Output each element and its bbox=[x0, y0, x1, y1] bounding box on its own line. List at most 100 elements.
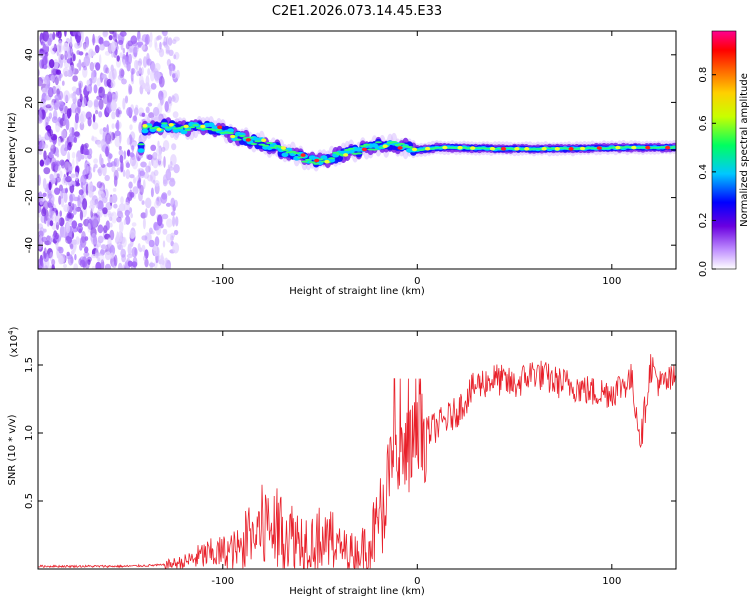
spectrogram-xtick-label: -100 bbox=[211, 276, 234, 287]
ridge-peak bbox=[245, 138, 251, 142]
noise-speck bbox=[62, 67, 69, 77]
noise-speck bbox=[99, 45, 103, 50]
snr-scale-label: (x104) bbox=[7, 326, 20, 357]
noise-speck bbox=[133, 115, 137, 122]
ridge-core bbox=[390, 141, 398, 144]
noise-speck bbox=[81, 231, 86, 243]
ridge-core bbox=[262, 144, 270, 147]
noise-speck bbox=[80, 174, 87, 186]
noise-speck bbox=[106, 162, 113, 168]
noise-speck bbox=[85, 111, 92, 120]
ridge-peak bbox=[217, 125, 223, 130]
noise-speck bbox=[44, 132, 51, 141]
ridge-peak bbox=[324, 159, 330, 164]
noise-speck bbox=[121, 78, 127, 85]
noise-speck bbox=[109, 252, 114, 259]
noise-speck bbox=[96, 77, 101, 87]
noise-speck bbox=[117, 231, 123, 243]
noise-speck bbox=[127, 260, 133, 267]
noise-speck bbox=[118, 149, 124, 156]
noise-speck bbox=[173, 164, 180, 174]
noise-speck bbox=[119, 221, 124, 233]
snr-ytick-label: 1.0 bbox=[24, 425, 35, 441]
colorbar-label: Normalized spectral amplitude bbox=[739, 73, 750, 227]
noise-speck bbox=[91, 70, 95, 81]
noise-speck bbox=[119, 52, 123, 59]
noise-speck bbox=[65, 175, 72, 183]
noise-speck bbox=[153, 70, 161, 81]
noise-speck bbox=[161, 213, 169, 220]
noise-speck bbox=[129, 189, 133, 200]
noise-speck bbox=[132, 47, 139, 53]
noise-speck bbox=[43, 150, 47, 160]
snr-ylabel: SNR (10 * v/v) bbox=[7, 414, 18, 485]
colorbar: 0.0 0.2 0.4 0.6 0.8 Normalized spectral ampl… bbox=[698, 30, 750, 277]
noise-speck bbox=[102, 196, 108, 204]
noise-speck bbox=[158, 76, 165, 88]
noise-speck bbox=[47, 193, 53, 199]
noise-speck bbox=[152, 151, 158, 161]
noise-speck bbox=[104, 263, 112, 269]
noise-speck bbox=[59, 210, 62, 217]
snr-ytick-label: 0.5 bbox=[24, 493, 35, 509]
snr-xtick-label: 100 bbox=[602, 576, 621, 587]
noise-speck bbox=[121, 254, 126, 263]
noise-speck bbox=[73, 263, 79, 269]
noise-speck bbox=[119, 31, 127, 37]
noise-speck bbox=[38, 48, 45, 56]
noise-speck bbox=[43, 247, 47, 259]
noise-speck bbox=[169, 161, 173, 168]
ridge-core bbox=[355, 152, 363, 155]
noise-speck bbox=[101, 93, 106, 99]
noise-speck bbox=[82, 198, 88, 210]
spectrogram-ytick-label: 20 bbox=[24, 96, 35, 109]
ridge-core bbox=[137, 143, 145, 146]
noise-speck bbox=[161, 146, 166, 152]
noise-speck bbox=[173, 54, 177, 60]
noise-speck bbox=[50, 133, 58, 141]
ridge-peak bbox=[457, 145, 463, 150]
noise-speck bbox=[63, 42, 69, 53]
ridge-peak bbox=[183, 124, 189, 129]
noise-speck bbox=[156, 197, 160, 206]
noise-speck bbox=[49, 220, 54, 227]
noise-speck bbox=[120, 196, 124, 205]
ridge-core bbox=[176, 127, 184, 130]
noise-speck bbox=[68, 133, 73, 142]
noise-speck bbox=[77, 31, 83, 37]
noise-speck bbox=[122, 169, 126, 177]
ridge-inner bbox=[281, 152, 289, 158]
noise-speck bbox=[73, 131, 80, 137]
spectrogram-xlabel: Height of straight line (km) bbox=[289, 286, 425, 297]
noise-speck bbox=[84, 246, 89, 254]
noise-speck bbox=[42, 55, 48, 66]
noise-speck bbox=[60, 196, 65, 208]
noise-speck bbox=[145, 75, 150, 87]
noise-speck bbox=[56, 173, 60, 178]
noise-speck bbox=[106, 91, 113, 103]
noise-speck bbox=[108, 35, 113, 41]
noise-speck bbox=[118, 203, 126, 212]
noise-speck bbox=[78, 258, 83, 266]
noise-speck bbox=[164, 101, 169, 112]
noise-speck bbox=[95, 261, 102, 269]
noise-speck bbox=[56, 254, 62, 259]
noise-speck bbox=[42, 200, 49, 211]
noise-speck bbox=[54, 94, 62, 101]
noise-speck bbox=[159, 41, 162, 50]
noise-speck bbox=[165, 36, 169, 47]
colorbar-tick-label: 0.6 bbox=[698, 115, 709, 131]
noise-speck bbox=[143, 179, 146, 190]
noise-speck bbox=[60, 187, 64, 199]
noise-speck bbox=[93, 84, 98, 94]
noise-speck bbox=[138, 169, 141, 179]
noise-speck bbox=[91, 266, 96, 269]
noise-speck bbox=[70, 52, 75, 62]
noise-speck bbox=[99, 128, 104, 135]
noise-speck bbox=[141, 112, 146, 118]
ridge-core bbox=[347, 147, 355, 150]
noise-speck bbox=[86, 166, 92, 174]
noise-speck bbox=[39, 159, 45, 167]
noise-speck bbox=[156, 36, 160, 41]
noise-speck bbox=[83, 42, 87, 50]
